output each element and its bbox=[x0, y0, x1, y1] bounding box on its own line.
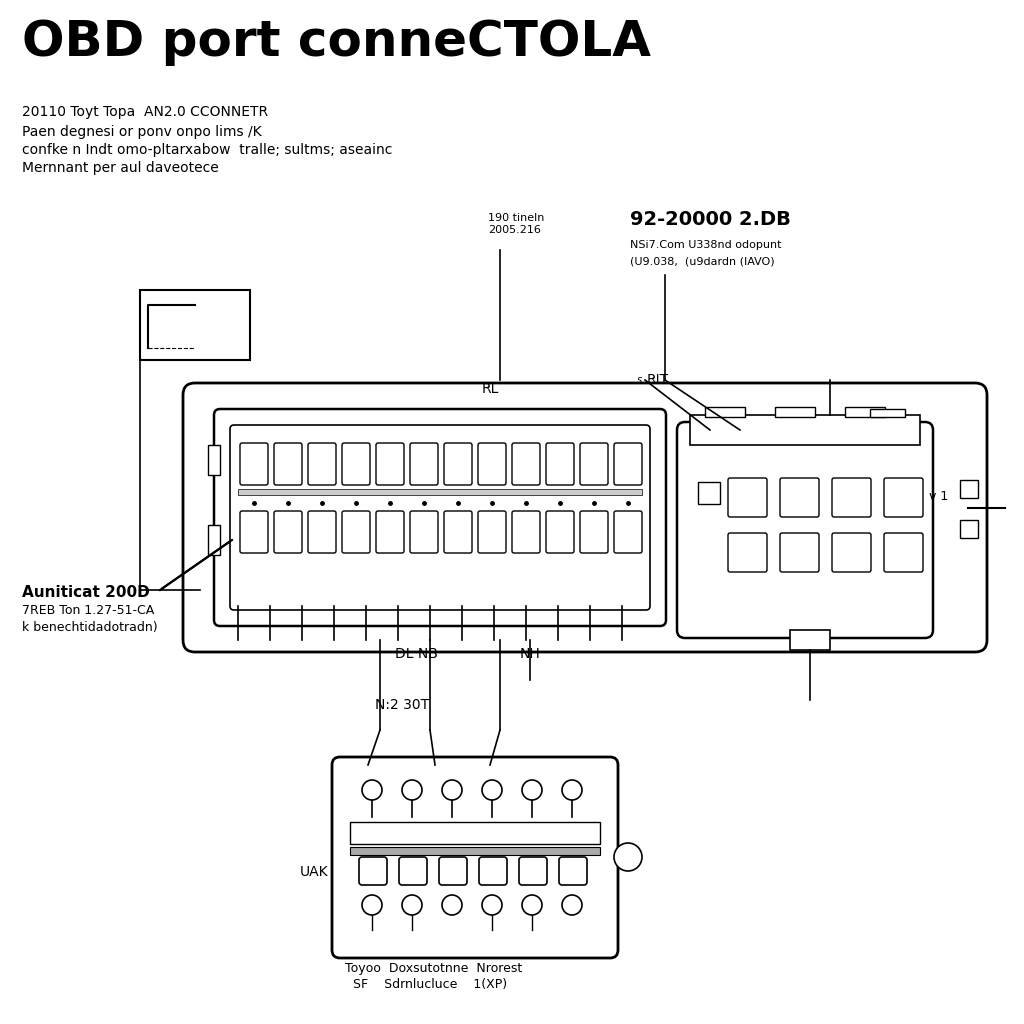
FancyBboxPatch shape bbox=[240, 511, 268, 553]
Text: OBD port conneCTOLA: OBD port conneCTOLA bbox=[22, 18, 651, 66]
Circle shape bbox=[562, 895, 582, 915]
FancyBboxPatch shape bbox=[342, 443, 370, 485]
FancyBboxPatch shape bbox=[478, 511, 506, 553]
Text: NSi7.Com U338nd odopunt: NSi7.Com U338nd odopunt bbox=[630, 240, 781, 250]
FancyBboxPatch shape bbox=[614, 443, 642, 485]
Bar bbox=[690, 415, 920, 445]
Bar bbox=[845, 407, 885, 417]
FancyBboxPatch shape bbox=[780, 534, 819, 572]
Text: SF    Sdrnlucluce    1(XP): SF Sdrnlucluce 1(XP) bbox=[345, 978, 507, 991]
Circle shape bbox=[482, 780, 502, 800]
Text: k benechtidadotradn): k benechtidadotradn) bbox=[22, 621, 158, 634]
FancyBboxPatch shape bbox=[444, 511, 472, 553]
Circle shape bbox=[482, 895, 502, 915]
FancyBboxPatch shape bbox=[512, 443, 540, 485]
Bar bbox=[961, 520, 978, 538]
Bar bbox=[775, 407, 815, 417]
Text: UAK: UAK bbox=[299, 865, 328, 879]
Text: Toyoo  Doxsutotnne  Nrorest: Toyoo Doxsutotnne Nrorest bbox=[345, 962, 522, 975]
Bar bbox=[208, 445, 220, 475]
Circle shape bbox=[522, 895, 542, 915]
Bar bbox=[208, 525, 220, 555]
FancyBboxPatch shape bbox=[308, 511, 336, 553]
Text: Mernnant per aul daveotece: Mernnant per aul daveotece bbox=[22, 161, 219, 175]
FancyBboxPatch shape bbox=[546, 443, 574, 485]
Bar bbox=[140, 290, 250, 360]
Circle shape bbox=[442, 780, 462, 800]
Circle shape bbox=[522, 780, 542, 800]
Circle shape bbox=[362, 780, 382, 800]
Bar bbox=[350, 822, 600, 844]
Circle shape bbox=[614, 843, 642, 871]
FancyBboxPatch shape bbox=[580, 511, 608, 553]
FancyBboxPatch shape bbox=[342, 511, 370, 553]
Text: NH: NH bbox=[520, 647, 541, 662]
Bar bbox=[705, 407, 745, 417]
Circle shape bbox=[562, 780, 582, 800]
FancyBboxPatch shape bbox=[546, 511, 574, 553]
FancyBboxPatch shape bbox=[728, 478, 767, 517]
Bar bbox=[870, 409, 905, 417]
Bar bbox=[350, 847, 600, 855]
Bar bbox=[961, 480, 978, 498]
Text: RL: RL bbox=[481, 382, 499, 396]
FancyBboxPatch shape bbox=[519, 857, 547, 885]
Text: Auniticat 200D: Auniticat 200D bbox=[22, 585, 150, 600]
Text: DL NB: DL NB bbox=[395, 647, 438, 662]
FancyBboxPatch shape bbox=[559, 857, 587, 885]
FancyBboxPatch shape bbox=[183, 383, 987, 652]
FancyBboxPatch shape bbox=[376, 443, 404, 485]
FancyBboxPatch shape bbox=[677, 422, 933, 638]
FancyBboxPatch shape bbox=[580, 443, 608, 485]
FancyBboxPatch shape bbox=[274, 511, 302, 553]
FancyBboxPatch shape bbox=[884, 478, 923, 517]
FancyBboxPatch shape bbox=[230, 425, 650, 610]
FancyBboxPatch shape bbox=[479, 857, 507, 885]
FancyBboxPatch shape bbox=[831, 478, 871, 517]
Circle shape bbox=[362, 895, 382, 915]
Bar bbox=[238, 489, 642, 495]
Circle shape bbox=[402, 780, 422, 800]
Text: 190 tineln
2005.216: 190 tineln 2005.216 bbox=[488, 213, 545, 234]
FancyBboxPatch shape bbox=[214, 409, 666, 626]
Text: 92-20000 2.DB: 92-20000 2.DB bbox=[630, 210, 791, 229]
FancyBboxPatch shape bbox=[274, 443, 302, 485]
FancyBboxPatch shape bbox=[478, 443, 506, 485]
FancyBboxPatch shape bbox=[831, 534, 871, 572]
FancyBboxPatch shape bbox=[780, 478, 819, 517]
FancyBboxPatch shape bbox=[439, 857, 467, 885]
FancyBboxPatch shape bbox=[444, 443, 472, 485]
FancyBboxPatch shape bbox=[359, 857, 387, 885]
FancyBboxPatch shape bbox=[332, 757, 618, 958]
Text: s: s bbox=[637, 375, 642, 385]
FancyBboxPatch shape bbox=[410, 443, 438, 485]
FancyBboxPatch shape bbox=[376, 511, 404, 553]
Text: 20110 Toyt Topa  AN2.0 CCONNETR: 20110 Toyt Topa AN2.0 CCONNETR bbox=[22, 105, 268, 119]
Text: v 1: v 1 bbox=[929, 490, 948, 503]
Bar bbox=[698, 482, 720, 504]
Text: 7REB Ton 1.27-51-CA: 7REB Ton 1.27-51-CA bbox=[22, 604, 155, 617]
FancyBboxPatch shape bbox=[410, 511, 438, 553]
Text: (U9.038,  (u9dardn (IAVO): (U9.038, (u9dardn (IAVO) bbox=[630, 256, 774, 266]
Text: RIT: RIT bbox=[647, 373, 669, 387]
FancyBboxPatch shape bbox=[308, 443, 336, 485]
FancyBboxPatch shape bbox=[884, 534, 923, 572]
FancyBboxPatch shape bbox=[512, 511, 540, 553]
FancyBboxPatch shape bbox=[240, 443, 268, 485]
Text: Paen degnesi or ponv onpo lims /K: Paen degnesi or ponv onpo lims /K bbox=[22, 125, 261, 139]
FancyBboxPatch shape bbox=[728, 534, 767, 572]
Text: N:2 30T: N:2 30T bbox=[375, 698, 429, 712]
Circle shape bbox=[402, 895, 422, 915]
FancyBboxPatch shape bbox=[614, 511, 642, 553]
Bar bbox=[790, 630, 830, 650]
Circle shape bbox=[442, 895, 462, 915]
FancyBboxPatch shape bbox=[399, 857, 427, 885]
Text: confke n Indt omo-pltarxabow  tralle; sultms; aseainc: confke n Indt omo-pltarxabow tralle; sul… bbox=[22, 143, 392, 157]
